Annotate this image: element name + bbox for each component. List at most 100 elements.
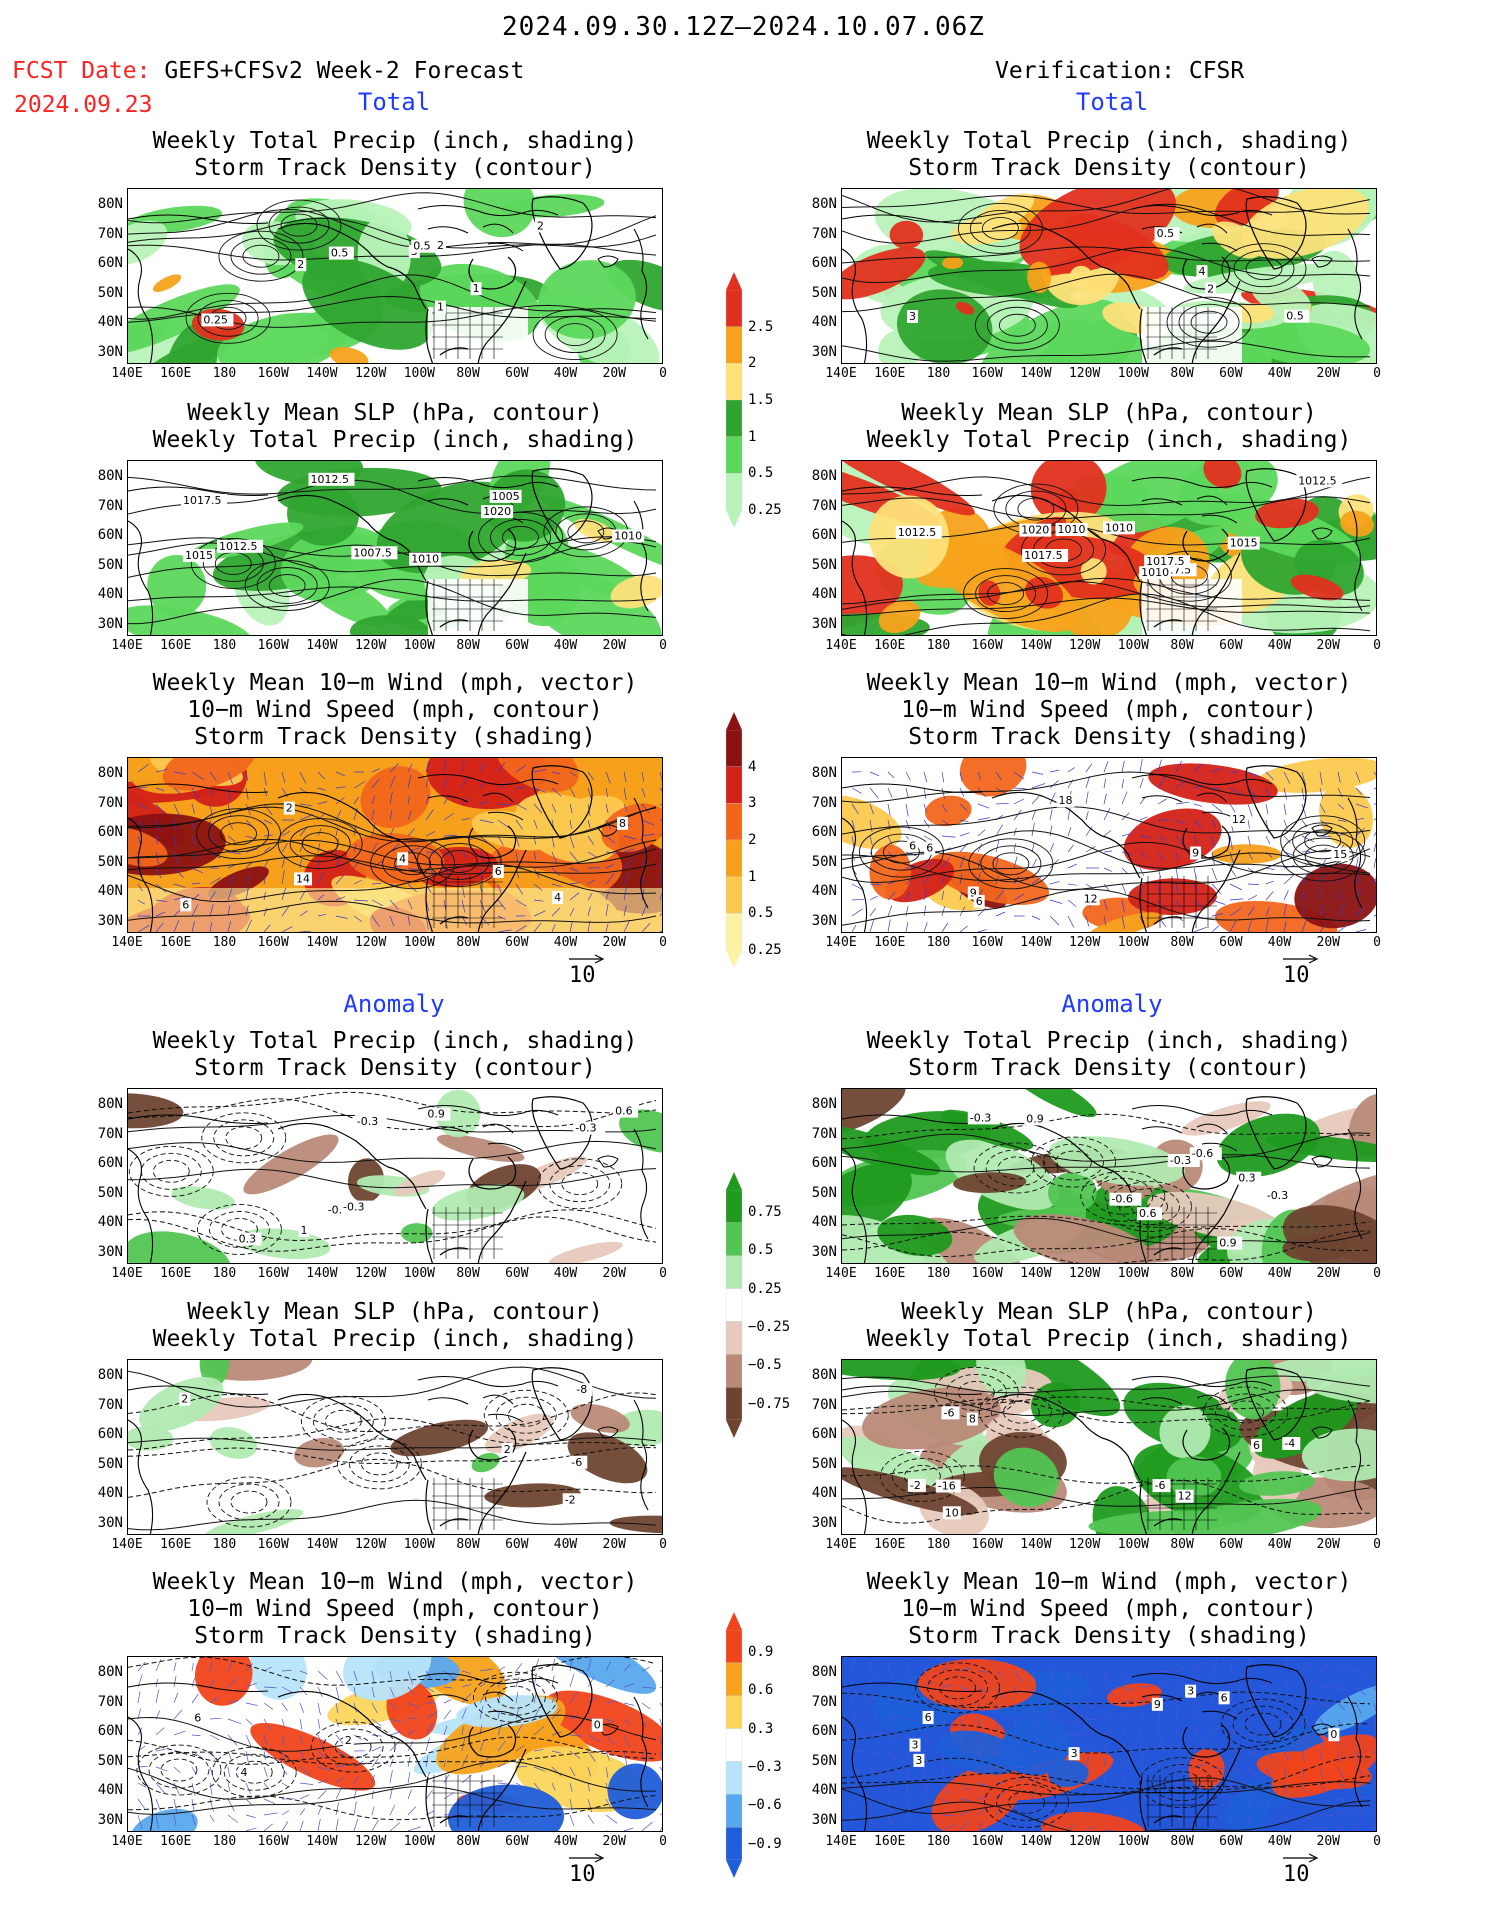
lat-tick-label: 60N xyxy=(811,255,837,271)
map-fc-anom-slp-contour-label: 2 xyxy=(504,1443,511,1456)
map-fc-total-slp-label-bg xyxy=(308,472,355,486)
lon-tick-label: 100W xyxy=(1117,935,1150,950)
colorbar-precip-anomaly-swatch xyxy=(725,1288,743,1322)
map-ob-total-wind-title: 10−m Wind Speed (mph, contour) xyxy=(901,697,1317,723)
map-fc-anom-wind-label-bg xyxy=(238,1766,250,1779)
lat-tick-label: 30N xyxy=(97,1514,123,1531)
lat-tick-label: 40N xyxy=(97,1782,123,1798)
colorbar-storm-density-anomaly-label: 0.3 xyxy=(748,1720,774,1737)
colorbar-storm-density-anomaly-swatch xyxy=(725,1826,743,1861)
map-ob-total-slp-contour-label: 1015 xyxy=(1230,537,1258,550)
map-fc-anom-wind-contour-label: 6 xyxy=(194,1711,201,1724)
map-ob-anom-precip-contour-label: -0.6 xyxy=(1192,1147,1213,1160)
colorbar-storm-density-total xyxy=(725,712,743,968)
map-ob-total-wind-contour-label: 6 xyxy=(926,842,933,855)
lat-tick-label: 80N xyxy=(97,1664,123,1680)
lon-tick-label: 60W xyxy=(1219,366,1243,381)
lat-tick-label: 50N xyxy=(97,556,123,573)
map-ob-anom-wind-contour-label: 3 xyxy=(915,1754,922,1767)
colorbar-storm-density-anomaly-label: −0.9 xyxy=(748,1835,782,1852)
colorbar-storm-density-anomaly-swatch xyxy=(725,1695,743,1729)
colorbar-precip-anomaly-swatch xyxy=(725,1321,743,1355)
map-ob-anom-slp-contour-label: 10 xyxy=(945,1506,959,1519)
lon-tick-label: 0 xyxy=(1373,1266,1381,1281)
map-ob-anom-precip-label-bg xyxy=(1217,1236,1243,1250)
lon-tick-label: 40W xyxy=(1267,366,1292,381)
lon-tick-label: 0 xyxy=(659,1266,667,1281)
lon-tick-label: 160W xyxy=(257,1834,289,1849)
lon-tick-label: 140E xyxy=(111,366,143,381)
map-ob-total-wind-contour-label: 6 xyxy=(976,895,983,908)
map-ob-anom-slp-label-bg xyxy=(1175,1489,1194,1503)
lon-tick-label: 100W xyxy=(403,1537,436,1552)
lon-tick-label: 20W xyxy=(602,366,626,381)
lon-tick-label: 20W xyxy=(602,1537,626,1552)
map-ob-anom-wind-title: Storm Track Density (shading) xyxy=(908,1623,1310,1649)
lon-tick-label: 60W xyxy=(1219,1537,1243,1552)
lon-tick-label: 20W xyxy=(1316,638,1340,653)
lon-tick-label: 160W xyxy=(971,638,1003,653)
lat-tick-label: 40N xyxy=(811,1782,837,1798)
map-ob-anom-slp-label-bg xyxy=(941,1406,960,1420)
lon-tick-label: 60W xyxy=(505,935,529,950)
map-ob-total-precip-contour-label: 4 xyxy=(1199,265,1206,278)
map-fc-total-wind-label-bg xyxy=(283,801,295,815)
colorbar-precip-total-label: 1 xyxy=(748,428,757,445)
lat-tick-label: 80N xyxy=(811,468,837,484)
map-ob-total-wind-contour-label: 12 xyxy=(1232,813,1246,826)
map-fc-total-slp-label-bg xyxy=(181,494,227,507)
lat-tick-label: 30N xyxy=(811,912,837,929)
section-total-verification: Total xyxy=(1075,88,1149,116)
lon-tick-label: 160W xyxy=(257,1266,289,1281)
map-ob-total-slp-contour-label: 1012.5 xyxy=(1298,474,1337,487)
lon-tick-label: 100W xyxy=(1117,1537,1150,1552)
section-total-forecast: Total xyxy=(357,88,431,116)
map-fc-anom-precip-contour-label: -0.3 xyxy=(357,1115,378,1128)
lat-tick-label: 50N xyxy=(97,284,123,301)
colorbar-precip-anomaly-label: 0.25 xyxy=(748,1280,782,1297)
lon-tick-label: 180 xyxy=(926,638,951,653)
lat-tick-label: 30N xyxy=(811,1514,837,1531)
lon-tick-label: 80W xyxy=(1170,1266,1194,1281)
map-fc-anom-wind-label-bg xyxy=(342,1734,354,1748)
lon-tick-label: 180 xyxy=(926,935,951,950)
map-ob-total-slp-contour-label: 1010 xyxy=(1058,523,1086,536)
map-fc-anom-precip-label-bg xyxy=(613,1104,639,1118)
map-ob-anom-wind-contour-label: 6 xyxy=(1221,1691,1228,1704)
map-ob-total-wind-contour-label: 18 xyxy=(1059,794,1073,807)
colorbar-storm-density-anomaly-swatch xyxy=(725,1728,743,1762)
map-fc-anom-precip-contour-label: 0.9 xyxy=(427,1108,445,1121)
map-fc-total-wind-contour-label: 6 xyxy=(182,898,189,911)
map-ob-anom-wind-label-bg xyxy=(1328,1728,1340,1742)
map-fc-anom-slp-label-bg xyxy=(574,1383,593,1397)
map-fc-anom-precip: -0.3 -0.3 0.9 0.3 -0.3 1 0.6 -0.3 xyxy=(127,1088,663,1264)
colorbar-precip-anomaly-swatch xyxy=(725,1386,743,1421)
fcst-line: FCST Date: GEFS+CFSv2 Week-2 Forecast xyxy=(12,58,524,84)
colorbar-storm-density-total-label: 2 xyxy=(748,832,757,848)
lon-tick-label: 160W xyxy=(971,1537,1003,1552)
lat-tick-label: 30N xyxy=(811,615,837,632)
lon-tick-label: 100W xyxy=(1117,366,1150,381)
lon-tick-label: 120W xyxy=(354,935,387,950)
colorbar-precip-total-swatch xyxy=(725,436,743,474)
map-ob-total-slp-contour-label: 1012.5 xyxy=(898,526,937,539)
lon-tick-label: 140W xyxy=(1020,366,1052,381)
colorbar-precip-anomaly-swatch xyxy=(725,1189,743,1224)
map-fc-anom-precip-contour-label: -0.3 xyxy=(575,1122,596,1135)
map-ob-anom-wind-label-bg xyxy=(1185,1684,1197,1698)
lon-tick-label: 180 xyxy=(212,935,237,950)
map-ob-total-slp: 1017.5 1012.5 1012.5 1010 1017.5 1010 1015 1017… xyxy=(841,460,1377,636)
map-fc-total-slp-title: Weekly Total Precip (inch, shading) xyxy=(152,427,638,453)
map-ob-anom-precip-contour-label: -0.3 xyxy=(1170,1154,1191,1167)
map-fc-anom-slp-contour-label: -6 xyxy=(571,1456,582,1469)
fcst-model: GEFS+CFSv2 Week-2 Forecast xyxy=(164,58,525,84)
map-ob-total-precip-title: Weekly Total Precip (inch, shading) xyxy=(866,128,1352,154)
map-fc-total-wind-title: Weekly Mean 10−m Wind (mph, vector) xyxy=(152,670,638,696)
lon-tick-label: 140W xyxy=(306,935,338,950)
map-fc-total-precip-contour-label: 1 xyxy=(473,282,480,295)
map-ob-anom-precip-contour-label: -0.6 xyxy=(1111,1193,1132,1206)
reference-vector-arrow xyxy=(569,954,605,964)
colorbar-storm-density-total-label: 4 xyxy=(748,758,757,775)
lon-tick-label: 100W xyxy=(1117,1834,1150,1849)
